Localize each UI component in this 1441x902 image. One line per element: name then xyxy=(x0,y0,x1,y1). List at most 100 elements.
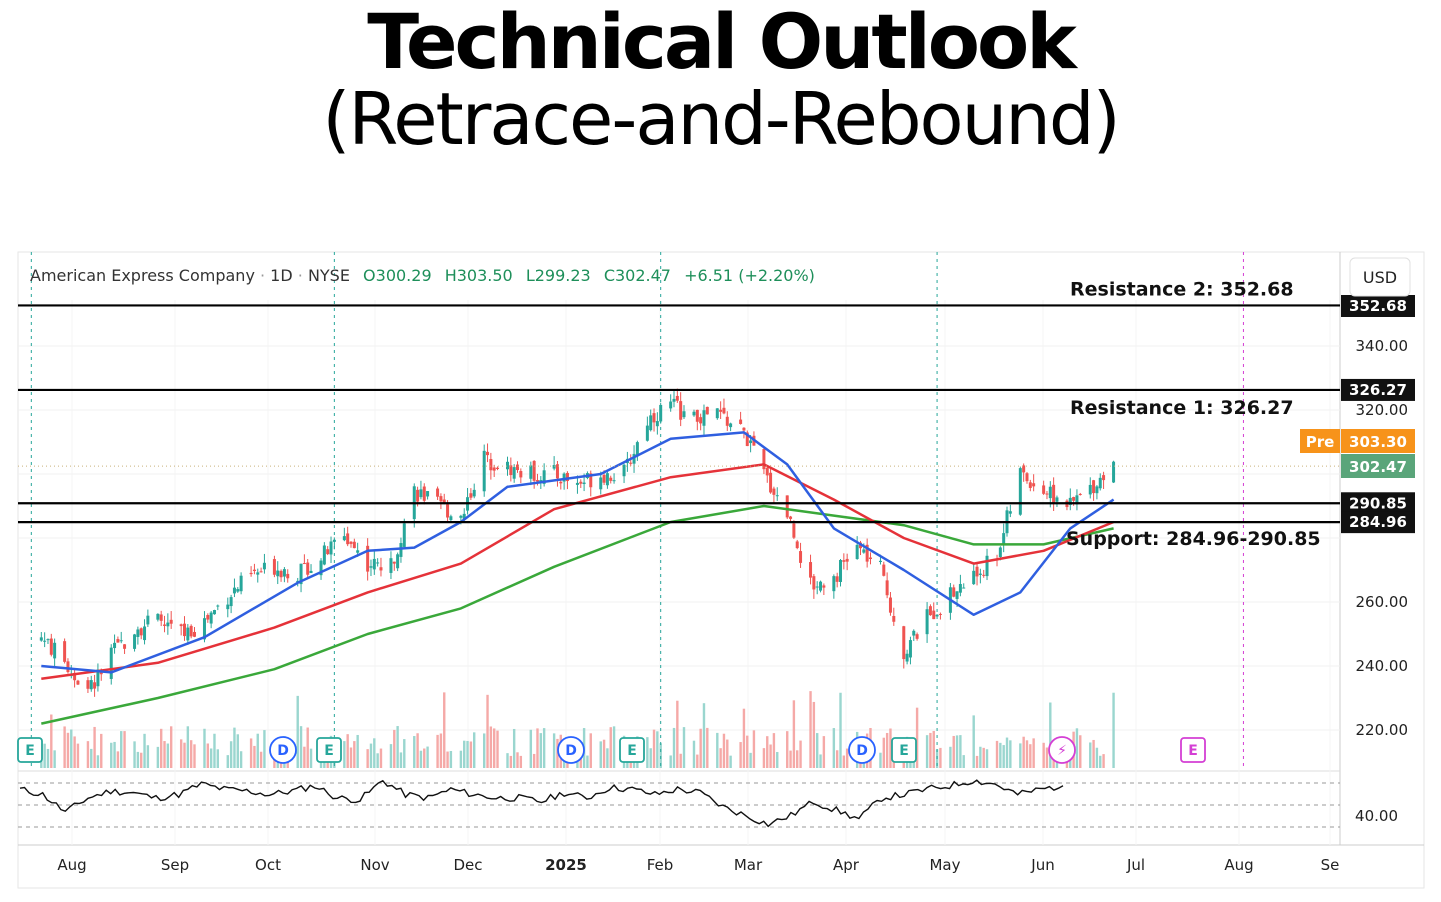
candle-body xyxy=(186,627,190,641)
volume-bar xyxy=(76,743,80,768)
volume-bar xyxy=(955,735,959,768)
candle-body xyxy=(985,555,989,577)
volume-bar xyxy=(696,754,699,768)
volume-bar xyxy=(353,741,356,768)
candle-body xyxy=(819,581,823,591)
dividend-marker[interactable]: D xyxy=(848,736,876,764)
volume-bar xyxy=(962,755,965,768)
y-tick-label: 320.00 xyxy=(1356,401,1409,419)
volume-bar xyxy=(842,755,846,768)
candle-body xyxy=(1072,497,1076,501)
volume-bar xyxy=(423,748,426,768)
split-marker[interactable]: ⚡ xyxy=(1048,736,1076,764)
volume-bar xyxy=(303,746,306,768)
volume-bar xyxy=(742,708,746,768)
volume-bar xyxy=(299,726,303,768)
candle-body xyxy=(469,493,473,498)
earnings-marker[interactable]: E xyxy=(17,737,43,763)
candle-body xyxy=(749,440,753,444)
volume-bar xyxy=(822,736,826,768)
volume-bar xyxy=(216,749,219,768)
volume-bar xyxy=(110,742,113,768)
candle-body xyxy=(449,516,453,520)
marker-label: E xyxy=(899,743,909,759)
volume-bar xyxy=(702,703,706,768)
candle-body xyxy=(695,409,699,422)
dividend-marker[interactable]: D xyxy=(557,736,585,764)
volume-bar xyxy=(73,736,76,768)
volume-bar xyxy=(133,741,136,768)
candle-body xyxy=(352,541,356,549)
candle-body xyxy=(113,642,117,649)
volume-bar xyxy=(539,733,543,768)
volume-bar xyxy=(483,733,486,768)
earnings-marker[interactable]: E xyxy=(316,737,342,763)
volume-bar xyxy=(179,739,183,768)
volume-bar xyxy=(586,755,589,768)
level-label-box xyxy=(1341,492,1415,515)
x-tick-label: Jul xyxy=(1126,856,1145,874)
volume-bar xyxy=(506,753,509,768)
volume-bar xyxy=(123,731,126,768)
candle-body xyxy=(302,563,306,565)
candle-body xyxy=(832,576,836,592)
candle-body xyxy=(512,467,516,479)
candle-body xyxy=(109,647,113,679)
candle-body xyxy=(276,570,280,577)
volume-bar xyxy=(169,726,173,768)
volume-bar xyxy=(459,750,463,768)
volume-bar xyxy=(1049,702,1052,768)
volume-bar xyxy=(46,748,50,768)
x-tick-label: Jun xyxy=(1030,856,1054,874)
candle-body xyxy=(812,576,816,590)
candle-body xyxy=(1075,495,1079,505)
volume-bar xyxy=(796,750,799,768)
volume-bar xyxy=(612,726,616,768)
volume-bar xyxy=(166,743,170,768)
volume-bar xyxy=(749,752,752,768)
candle-body xyxy=(682,411,686,418)
marker-label: D xyxy=(856,743,868,759)
header-company: American Express Company xyxy=(30,266,255,285)
volume-bar xyxy=(982,747,985,768)
candle-body xyxy=(972,570,976,585)
candle-body xyxy=(319,560,323,576)
volume-bar xyxy=(995,740,999,768)
volume-bar xyxy=(50,714,53,768)
candle-body xyxy=(212,610,216,615)
earnings-marker[interactable]: E xyxy=(891,737,917,763)
candle-body xyxy=(582,482,586,485)
marker-shape xyxy=(891,737,917,763)
volume-bar xyxy=(349,747,353,768)
pre-price-tag xyxy=(1341,429,1415,453)
candle-body xyxy=(379,567,383,571)
marker-shape xyxy=(557,736,585,764)
marker-shape xyxy=(17,737,43,763)
volume-bar xyxy=(786,731,789,768)
volume-bar xyxy=(1099,755,1102,768)
earnings-marker[interactable]: E xyxy=(619,737,645,763)
future-marker[interactable]: E xyxy=(1180,737,1206,763)
candle-body xyxy=(156,613,160,620)
candle-body xyxy=(928,606,932,616)
volume-bar xyxy=(652,729,656,768)
marker-shape xyxy=(848,736,876,764)
currency-button[interactable] xyxy=(1349,257,1411,297)
dividend-marker[interactable]: D xyxy=(269,736,297,764)
volume-bar xyxy=(682,727,686,768)
candle-body xyxy=(855,544,859,559)
candle-body xyxy=(506,461,510,470)
volume-bar xyxy=(952,735,955,768)
volume-bar xyxy=(413,736,416,768)
volume-bar xyxy=(263,730,266,768)
volume-bar xyxy=(1022,736,1025,768)
marker-shape xyxy=(1048,736,1076,764)
svg-text:American Express Company: American Express Company · 1D · NYSE O30… xyxy=(30,266,815,285)
candle-body xyxy=(239,575,243,592)
candle-body xyxy=(356,550,360,553)
volume-bar xyxy=(599,741,602,768)
volume-bar xyxy=(519,755,523,768)
candle-body xyxy=(705,406,709,415)
candle-body xyxy=(1068,497,1072,506)
level-label-box xyxy=(1341,378,1415,401)
